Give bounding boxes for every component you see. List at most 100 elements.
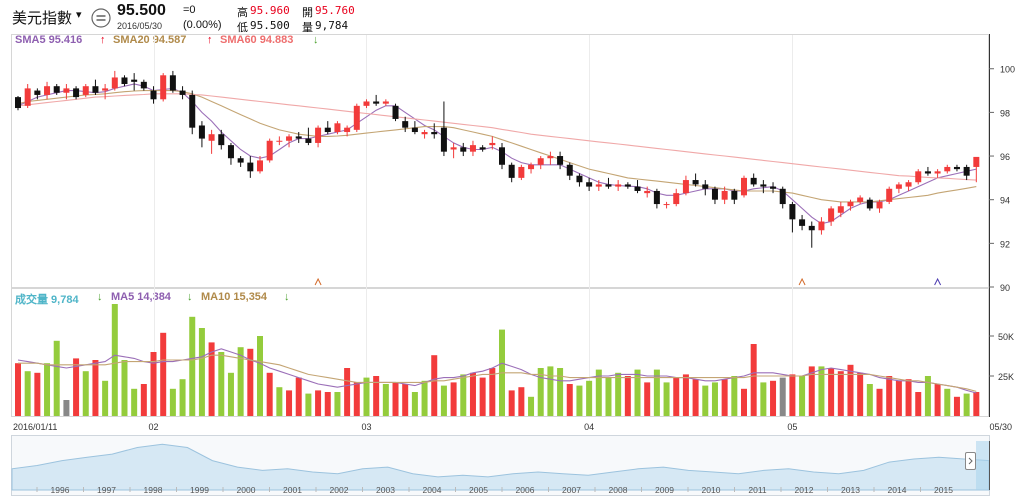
volume-bar <box>808 366 815 416</box>
candle-body <box>518 166 525 178</box>
candle <box>886 186 893 205</box>
candle-body <box>218 134 225 146</box>
low-label: 低 <box>237 22 248 34</box>
quote-header: 美元指數 ▾ 95.500 2016/05/30 =0 (0.00%) 高 95… <box>0 0 1024 34</box>
ma10-arrow: ↓ <box>284 291 290 303</box>
candle <box>373 94 380 106</box>
candle-body <box>208 134 215 141</box>
menu-dropdown-arrow[interactable]: ▾ <box>76 9 82 21</box>
candle-body <box>595 184 602 187</box>
year-label: 1999 <box>190 485 209 495</box>
candle <box>808 221 815 248</box>
candle-body <box>450 147 457 150</box>
candle-body <box>547 156 554 159</box>
volume-bar <box>692 379 699 416</box>
candle <box>24 84 31 109</box>
candle <box>779 186 786 209</box>
candle <box>799 214 806 231</box>
volume-bar <box>382 384 389 416</box>
year-label: 2014 <box>888 485 907 495</box>
candle-body <box>44 86 51 95</box>
candle-body <box>895 184 902 189</box>
price-tick-label: 98 <box>1000 108 1010 118</box>
volume-bar <box>973 392 980 416</box>
candle <box>866 197 873 211</box>
volume-bar <box>324 392 331 416</box>
candle-body <box>673 193 680 205</box>
candle <box>402 116 409 133</box>
candle <box>344 125 351 137</box>
candle-body <box>692 180 699 185</box>
date-tick-label: 05 <box>787 422 797 432</box>
candle-body <box>237 158 244 163</box>
candle <box>711 186 718 205</box>
candle-body <box>557 156 564 165</box>
candle <box>682 175 689 196</box>
candle-body <box>102 88 109 91</box>
volume-bar <box>169 388 176 416</box>
candle <box>644 186 651 198</box>
candle-body <box>344 127 351 133</box>
volume-bar <box>576 385 583 416</box>
candle <box>963 164 970 181</box>
candle-body <box>295 136 302 139</box>
candle <box>140 79 147 91</box>
candle-body <box>682 180 689 194</box>
candle <box>92 79 99 95</box>
sma20-arrow: ↑ <box>207 34 213 46</box>
overview-navigator[interactable]: 1996 1997 1998 1999 2000 2001 2002 2003 2004 2005… <box>11 441 990 495</box>
candle <box>286 134 293 148</box>
signal-marker <box>798 277 806 286</box>
candle <box>905 180 912 191</box>
candle <box>634 180 641 194</box>
candle <box>82 84 89 98</box>
volume-bar <box>624 376 631 416</box>
candle-body <box>499 147 505 165</box>
volume-bar <box>634 369 641 416</box>
overview-selection <box>976 441 989 490</box>
candle-body <box>537 158 544 165</box>
ma10-volume-line <box>18 354 977 392</box>
candle <box>295 132 302 143</box>
volume-bar <box>741 388 747 416</box>
volume-bar <box>837 371 844 416</box>
volume-bar <box>266 372 273 416</box>
volume-bar <box>344 368 351 416</box>
price-change-percent: (0.00%) <box>183 19 222 31</box>
volume-value: 9,784 <box>315 19 349 32</box>
volume-bar <box>160 332 167 416</box>
price-y-axis: 90 92 94 96 98 100 <box>989 65 1015 293</box>
candle-body <box>431 132 438 135</box>
volume-bar <box>431 355 438 416</box>
candle-body <box>973 156 980 167</box>
high-value: 95.960 <box>250 4 290 17</box>
price-tick-label: 100 <box>1000 65 1015 75</box>
sma60-arrow: ↓ <box>313 34 319 46</box>
candle <box>276 136 283 146</box>
candle-body <box>111 77 118 89</box>
candle <box>73 86 80 100</box>
candle <box>131 73 138 91</box>
candle-body <box>905 182 912 187</box>
candle <box>789 201 796 233</box>
price-tick-label: 96 <box>1000 152 1010 162</box>
volume-bar <box>334 392 341 416</box>
sma-lines <box>17 83 977 225</box>
volume-bar <box>595 369 602 416</box>
candle <box>266 138 273 163</box>
candle-body <box>828 208 835 222</box>
volume-bar <box>847 364 854 416</box>
candle-body <box>847 201 854 207</box>
volume-bar <box>402 384 409 416</box>
candle <box>102 84 109 100</box>
candle-body <box>634 186 641 191</box>
price-change: =0 <box>183 4 196 16</box>
volume-bar <box>557 368 564 416</box>
volume-bar <box>566 384 573 416</box>
candle-body <box>924 171 931 174</box>
candle-body <box>818 221 825 231</box>
candle-body <box>489 142 496 146</box>
candle <box>586 177 593 191</box>
ma5-arrow: ↓ <box>187 291 193 303</box>
overview-drag-handle[interactable] <box>965 452 976 470</box>
